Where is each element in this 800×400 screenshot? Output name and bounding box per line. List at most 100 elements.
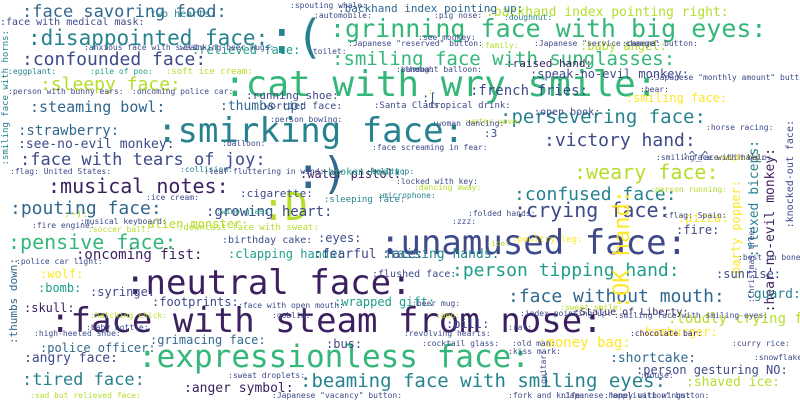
cloud-word: :soccer ball: (88, 225, 151, 234)
cloud-word: :leaf fluttering in wind: (204, 167, 325, 176)
cloud-word: :Santa Claus: (374, 101, 445, 111)
cloud-word: :ice cream: (146, 193, 199, 202)
cloud-word: :fire engine: (32, 221, 95, 230)
cloud-word: :( (268, 10, 324, 64)
cloud-word: :camera: (622, 39, 661, 48)
cloud-word: :see monkey: (418, 33, 476, 42)
cloud-word: :angry face: (24, 351, 118, 366)
cloud-word: :anger symbol: (184, 381, 294, 396)
cloud-word: :open book: (534, 107, 601, 118)
cloud-word: :zzz: (452, 217, 477, 226)
cloud-word: :Japanese "vacancy" button: (272, 391, 403, 400)
cloud-word: :alien monster: (140, 217, 249, 231)
cloud-word: :microphone: (378, 191, 436, 200)
cloud-word: :kiss mark: (508, 347, 561, 356)
cloud-word: :lollipop: (366, 167, 415, 176)
cloud-word: :worried face: (258, 101, 343, 112)
cloud-word: :face with open mouth: (238, 301, 344, 310)
cloud-word: :~): (64, 209, 89, 220)
cloud-word: :bear: (640, 85, 669, 94)
cloud-word: :woman dancing: (432, 119, 505, 128)
cloud-word: :backhand index pointing up: (338, 2, 524, 15)
cloud-word: :pensive face: (8, 230, 177, 254)
cloud-word: :chocolate bar: (630, 329, 703, 338)
cloud-word: :locked with key: (396, 177, 478, 186)
cloud-word: :two hearts: (144, 9, 217, 20)
cloud-word: :smiling face with sunglasses: (332, 48, 676, 70)
cloud-word: :downcast face with sweat: (178, 223, 319, 233)
cloud-word: :pig nose: (434, 11, 483, 20)
cloud-word: :hamburger: (638, 325, 718, 339)
cloud-word: :growing heart: (206, 204, 333, 220)
cloud-word: : (428, 87, 433, 96)
cloud-word: :strawberry: (18, 123, 120, 139)
cloud-word: :revolving hearts: (404, 329, 491, 338)
cloud-word: :toilet: (308, 47, 347, 56)
cloud-word: :smiling face: (626, 91, 728, 105)
cloud-word: :^_^ (682, 149, 709, 162)
cloud-word: :police officer: (40, 341, 156, 355)
cloud-word: :water wave: (464, 117, 522, 126)
cloud-word: :snowflake: (754, 353, 800, 362)
cloud-word: :oncoming police car: (132, 87, 234, 96)
cloud-word: :baby angel: (580, 39, 667, 53)
cloud-word: :poo: (436, 311, 461, 320)
cloud-word: :raising hands: (382, 247, 500, 262)
cloud-word: :fearful face: (314, 247, 424, 262)
cloud-word: :3 (484, 127, 498, 140)
cloud-word: :flag: Spain: (664, 211, 727, 220)
cloud-word: :backhand index pointing right: (486, 5, 729, 20)
cloud-word: :disappointed face: (28, 26, 269, 50)
cloud-word: :eyes: (318, 231, 362, 245)
cloud-word: :person bowing: (270, 115, 343, 124)
cloud-word: :spouting whale: (290, 1, 368, 10)
cloud-word: :smiling face with horns: (1, 30, 11, 166)
cloud-word: :crying face: (514, 198, 671, 222)
cloud-word: :neutral face: (125, 263, 412, 303)
cloud-word: :musical notes: (48, 174, 229, 198)
cloud-word: :face with medical mask: (0, 17, 145, 28)
cloud-word: :water pistol: (300, 167, 402, 181)
cloud-word: :grinning face with big eyes: (330, 14, 767, 43)
cloud-word: :anxious face with sweat: (84, 43, 205, 52)
cloud-word: :knocked-out face: (785, 120, 796, 229)
cloud-word: :persevering face: (500, 106, 706, 128)
cloud-word: :smiling face with smiling eyes: (614, 311, 769, 320)
cloud-word: :Japanese "monthly amount" button: (650, 73, 800, 82)
cloud-word: :high-heeled shoe: (34, 329, 121, 338)
cloud-word: :party popper: (729, 180, 743, 282)
cloud-word: :wrapped gift: (334, 295, 436, 309)
cloud-word: :ice: (486, 239, 511, 248)
cloud-word: :sunrise: (716, 267, 782, 281)
cloud-word: :running shoe: (246, 89, 339, 102)
cloud-word: :beer mug: (412, 299, 461, 308)
cloud-word: :beaming face with smiling eyes: (300, 370, 667, 392)
cloud-word: :face with halo: (688, 153, 766, 162)
cloud-word: :shaved ice: (686, 375, 780, 390)
cloud-word: :OK hand: (610, 190, 635, 310)
cloud-word: :skull: (24, 301, 75, 315)
cloud-word: :eggplant: (8, 67, 57, 76)
cloud-word: :mouse: (640, 371, 674, 380)
cloud-word: :person gesturing NO: (636, 363, 788, 377)
cloud-word: :person with bunny ears: (8, 87, 124, 96)
cloud-word: :confused face: (514, 184, 677, 205)
cloud-word: :smirking face: (157, 111, 465, 151)
cloud-word: :face with steam from nose: (50, 301, 603, 341)
cloud-word: :speak-no-evil monkey: (530, 67, 689, 81)
cloud-word: :guard: (746, 287, 800, 302)
cloud-word: :poultry leg: (512, 235, 583, 245)
cloud-word: :pile of poo: (90, 67, 153, 76)
cloud-word: :dancing away: (414, 183, 482, 192)
cloud-word: :face with tears of joy: (20, 150, 266, 170)
cloud-word: :relieved face: (192, 43, 301, 57)
cloud-word: :sleepy face: (40, 74, 181, 95)
cloud-word: :pouting face: (10, 198, 162, 219)
cloud-word: :french fries: (470, 83, 589, 99)
cloud-word: :sad but relieved face: (30, 391, 141, 400)
cloud-word: :tropical drink: (424, 101, 511, 111)
cloud-word: :Christmas tree: (747, 226, 756, 304)
cloud-word: :fire: (676, 223, 720, 237)
cloud-word: :sleeping face: (324, 195, 406, 205)
cloud-word: :Japanese "application" button: (560, 391, 710, 400)
